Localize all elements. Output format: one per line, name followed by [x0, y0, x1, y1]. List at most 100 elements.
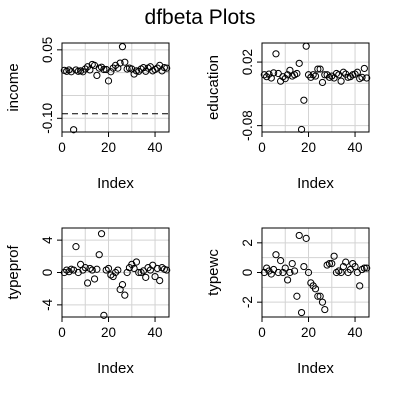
panel-income: 0 20 40 -0.10 0.05 Index income — [5, 37, 171, 192]
x-tick-label: 40 — [348, 325, 363, 340]
data-point — [135, 268, 143, 277]
data-point — [318, 298, 327, 306]
data-point — [93, 71, 101, 80]
x-tick-label: 20 — [301, 140, 316, 155]
data-point — [295, 231, 303, 240]
data-point — [67, 68, 75, 76]
data-point — [95, 251, 103, 259]
data-point — [142, 273, 150, 281]
data-point — [314, 65, 322, 73]
data-point — [104, 264, 113, 273]
data-point — [121, 58, 129, 66]
data-point — [283, 276, 292, 284]
data-point — [88, 266, 96, 274]
data-point — [279, 268, 287, 277]
data-point — [139, 64, 148, 72]
panel-typeprof: 0 20 40 -4 0 4 Index typeprof — [5, 227, 171, 377]
data-point — [342, 258, 350, 266]
data-point — [302, 234, 310, 242]
data-point — [293, 69, 301, 78]
y-tick-label: 4 — [40, 236, 55, 244]
y-tick-label: 2 — [240, 239, 255, 247]
x-tick-label: 0 — [258, 325, 266, 340]
data-point — [300, 262, 308, 271]
data-point — [163, 64, 171, 72]
data-point — [281, 264, 289, 272]
y-axis-label: income — [5, 63, 22, 111]
data-point — [70, 126, 78, 134]
data-point — [118, 43, 127, 51]
data-point — [363, 264, 371, 272]
x-tick-label: 0 — [258, 140, 266, 155]
x-tick-label: 0 — [58, 140, 66, 155]
data-point — [339, 262, 348, 271]
x-axis-label: Index — [97, 175, 134, 192]
data-point — [151, 272, 159, 281]
data-point — [130, 264, 138, 273]
data-point — [297, 308, 306, 317]
data-point — [318, 78, 327, 87]
data-point — [302, 42, 310, 50]
data-point — [293, 292, 301, 300]
y-tick-label: -2 — [240, 296, 255, 308]
data-point — [81, 264, 89, 272]
data-point — [121, 291, 129, 299]
data-point — [272, 251, 280, 259]
data-point — [72, 243, 80, 251]
x-tick-label: 20 — [301, 325, 316, 340]
y-tick-label: -4 — [40, 298, 55, 310]
x-axis-label: Index — [297, 175, 334, 192]
data-point — [358, 73, 366, 81]
data-point — [260, 268, 268, 277]
data-point — [286, 268, 294, 277]
data-point — [260, 71, 268, 79]
x-tick-label: 40 — [148, 325, 163, 340]
data-point — [339, 68, 348, 76]
data-point — [135, 67, 143, 75]
panel-typewc: 0 20 40 -2 0 2 Index typewc — [205, 227, 371, 377]
data-point — [153, 264, 161, 273]
data-point — [109, 272, 117, 281]
data-point — [325, 260, 334, 268]
data-point — [316, 65, 324, 73]
x-tick-label: 20 — [101, 325, 116, 340]
data-point — [300, 96, 308, 104]
data-point — [351, 262, 359, 271]
data-point — [316, 292, 324, 300]
data-point — [107, 68, 115, 76]
y-axis-label: typeprof — [5, 245, 22, 300]
data-point — [265, 70, 273, 78]
data-point — [311, 72, 320, 80]
data-point — [363, 74, 371, 82]
data-point — [274, 268, 282, 277]
y-axis-label: education — [205, 55, 222, 120]
data-point — [311, 285, 320, 293]
x-tick-label: 40 — [148, 140, 163, 155]
data-point — [65, 66, 73, 74]
data-point — [328, 260, 336, 268]
data-point — [114, 266, 122, 274]
data-point — [337, 268, 345, 277]
x-axis-label: Index — [97, 360, 134, 377]
data-point — [81, 65, 89, 73]
data-point — [360, 264, 368, 272]
data-point — [351, 70, 359, 78]
panel-education: 0 20 40 -0.08 0.02 Index education — [205, 42, 371, 192]
data-point — [321, 305, 329, 314]
data-point — [270, 69, 278, 77]
data-point — [111, 268, 120, 277]
y-tick-label: 0 — [240, 269, 255, 277]
data-point — [290, 267, 299, 275]
data-point — [353, 68, 361, 76]
data-point — [65, 268, 73, 276]
x-tick-label: 40 — [348, 140, 363, 155]
data-point — [360, 64, 368, 73]
data-point — [156, 276, 164, 285]
data-point — [83, 279, 92, 287]
data-point — [337, 77, 345, 85]
data-point — [104, 77, 113, 85]
y-tick-label: -0.10 — [40, 103, 55, 134]
data-point — [356, 282, 364, 290]
